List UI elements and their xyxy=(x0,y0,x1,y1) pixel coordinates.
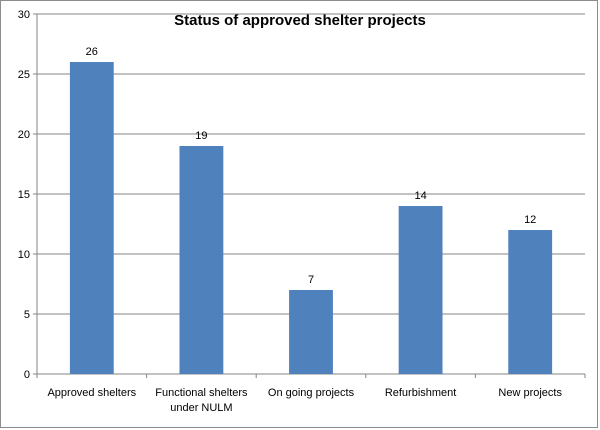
data-label: 26 xyxy=(86,46,98,58)
data-label: 12 xyxy=(524,214,536,226)
bar xyxy=(289,290,333,374)
y-tick-label: 5 xyxy=(24,309,30,321)
y-tick-label: 0 xyxy=(24,369,30,381)
data-label: 7 xyxy=(308,274,314,286)
x-tick-label: On going projects xyxy=(268,387,355,399)
x-tick-label: Refurbishment xyxy=(385,387,457,399)
x-tick-label-line: Functional shelters xyxy=(155,387,248,399)
bar xyxy=(398,206,443,374)
x-tick-label-line: On going projects xyxy=(268,387,355,399)
x-tick-label: Approved shelters xyxy=(47,387,136,399)
y-tick-label: 20 xyxy=(18,129,30,141)
bar xyxy=(508,230,553,374)
x-tick-label-line: New projects xyxy=(498,387,562,399)
bar xyxy=(69,62,114,374)
x-tick-label: Functional shelters under NULM xyxy=(155,387,248,414)
data-label: 19 xyxy=(195,130,207,142)
x-tick-label-line: Approved shelters xyxy=(47,387,136,399)
data-label: 14 xyxy=(414,190,426,202)
chart-title: Status of approved shelter projects xyxy=(174,12,426,29)
x-tick-label: New projects xyxy=(498,387,562,399)
x-tick-label-line: under NULM xyxy=(170,402,232,414)
x-tick-label-line: Refurbishment xyxy=(385,387,457,399)
bar xyxy=(179,146,224,374)
y-tick-label: 30 xyxy=(18,9,30,21)
y-tick-label: 25 xyxy=(18,69,30,81)
y-tick-label: 10 xyxy=(18,249,30,261)
y-tick-label: 15 xyxy=(18,189,30,201)
